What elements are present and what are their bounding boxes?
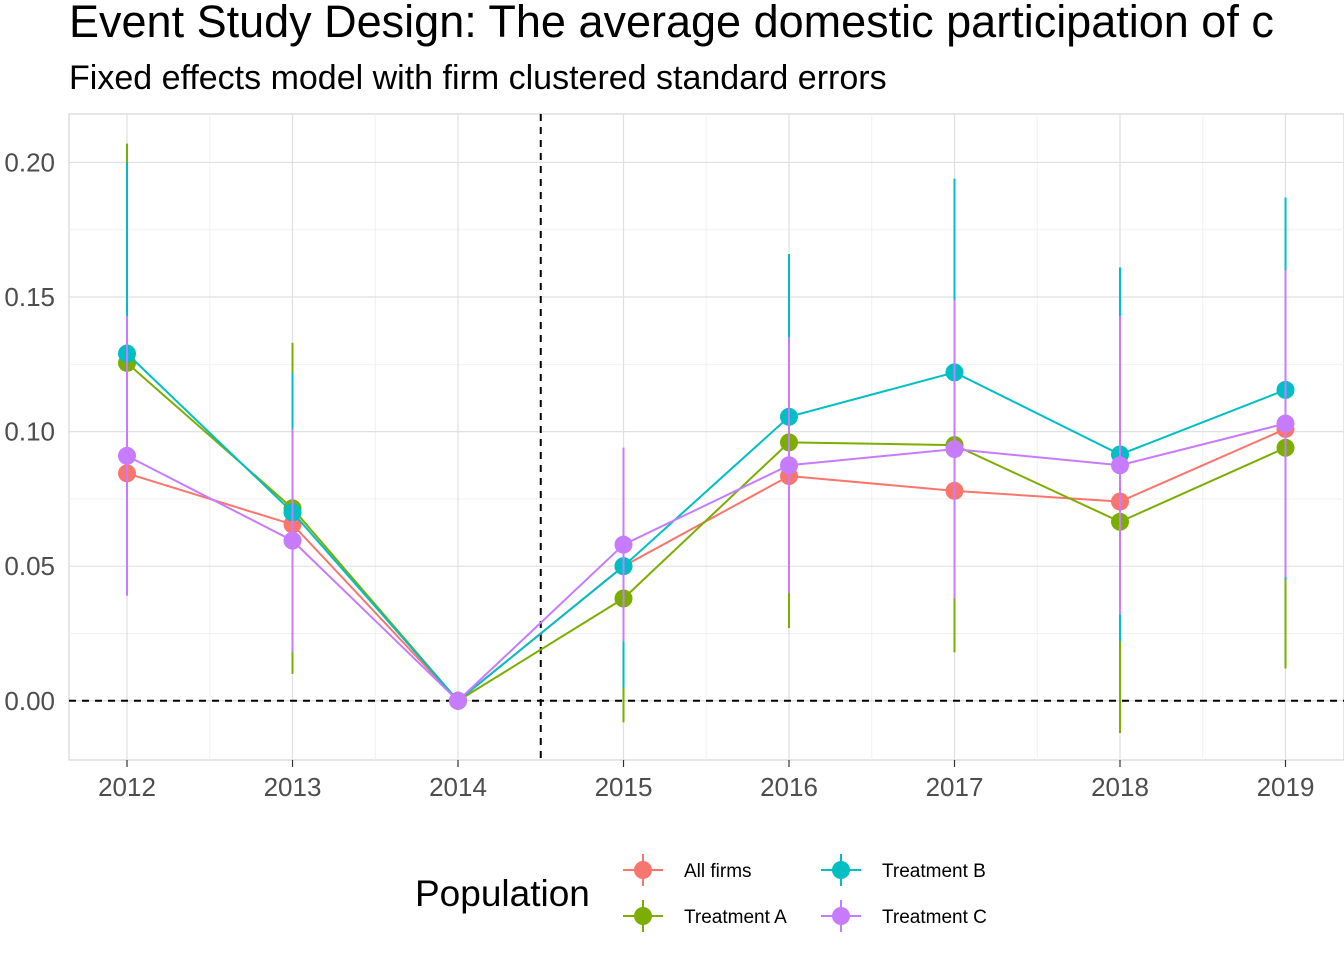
legend: Population All firms Treatment A Treatment… (415, 854, 987, 932)
legend-key-all-firms: All firms (623, 854, 752, 886)
x-tick-label: 2012 (98, 772, 156, 802)
series-line (126, 362, 1286, 703)
x-tick-label: 2015 (595, 772, 653, 802)
data-point (614, 535, 633, 554)
series-layer (118, 143, 1295, 734)
series-treatment-c (118, 270, 1295, 710)
legend-key-treatment-a: Treatment A (623, 900, 787, 932)
x-tick-label: 2016 (760, 772, 818, 802)
series-line (126, 352, 1286, 703)
y-tick-label: 0.05 (4, 551, 55, 581)
chart-subtitle: Fixed effects model with firm clustered … (69, 59, 887, 97)
data-point (118, 446, 136, 465)
data-point (1276, 414, 1295, 433)
x-tick-label: 2018 (1091, 772, 1149, 802)
legend-label: All firms (684, 861, 752, 882)
legend-title: Population (415, 873, 590, 914)
legend-point-glyph (832, 907, 850, 925)
legend-point-glyph (832, 861, 850, 879)
x-tick-label: 2014 (429, 772, 487, 802)
legend-label: Treatment A (684, 907, 787, 928)
y-tick-label: 0.10 (4, 417, 55, 447)
legend-key-treatment-b: Treatment B (821, 854, 986, 886)
y-tick-label: 0.20 (4, 147, 55, 177)
y-tick-label: 0.00 (4, 686, 55, 716)
legend-label: Treatment C (882, 907, 987, 928)
data-point (449, 691, 467, 710)
legend-point-glyph (634, 907, 652, 925)
legend-label: Treatment B (882, 861, 986, 882)
chart-title: Event Study Design: The average domestic… (69, 0, 1274, 47)
x-tick-label: 2019 (1257, 772, 1315, 802)
data-point (1111, 456, 1129, 475)
data-point (780, 456, 798, 475)
axis-labels: 0.00 0.05 0.10 0.15 0.20 2012 2013 2014 2015 2016… (4, 147, 1314, 802)
y-tick-label: 0.15 (4, 282, 55, 312)
x-tick-label: 2017 (926, 772, 984, 802)
data-point (283, 531, 302, 550)
legend-key-treatment-c: Treatment C (821, 900, 987, 932)
data-point (945, 440, 964, 459)
legend-point-glyph (634, 861, 652, 879)
series-line (126, 422, 1286, 703)
x-tick-label: 2013 (264, 772, 322, 802)
reference-lines (69, 114, 1344, 760)
